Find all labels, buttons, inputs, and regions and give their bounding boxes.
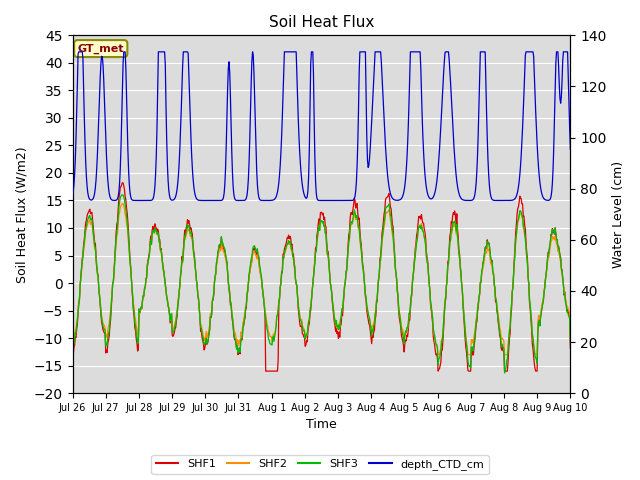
Y-axis label: Soil Heat Flux (W/m2): Soil Heat Flux (W/m2) xyxy=(15,146,28,283)
Y-axis label: Water Level (cm): Water Level (cm) xyxy=(612,161,625,268)
X-axis label: Time: Time xyxy=(306,419,337,432)
Title: Soil Heat Flux: Soil Heat Flux xyxy=(269,15,374,30)
Legend: SHF1, SHF2, SHF3, depth_CTD_cm: SHF1, SHF2, SHF3, depth_CTD_cm xyxy=(152,455,488,474)
Text: GT_met: GT_met xyxy=(77,43,124,54)
